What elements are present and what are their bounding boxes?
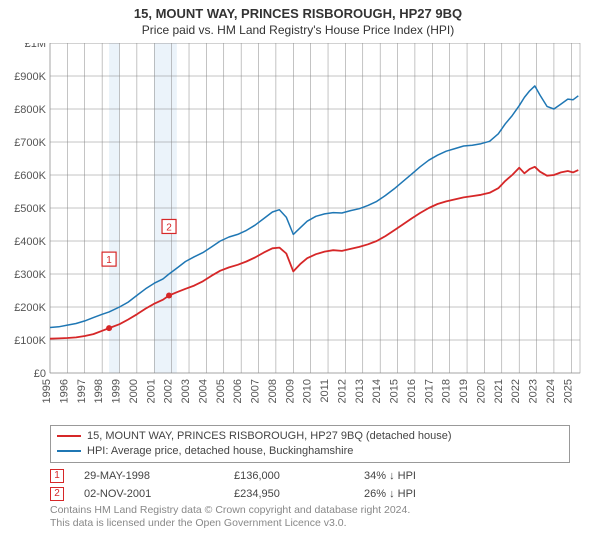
svg-text:1995: 1995 (41, 379, 53, 403)
svg-text:2000: 2000 (128, 379, 140, 403)
tx-hpi: 26% ↓ HPI (364, 488, 484, 500)
svg-text:£1M: £1M (25, 43, 46, 50)
tx-price: £136,000 (234, 470, 344, 482)
chart-title-block: 15, MOUNT WAY, PRINCES RISBOROUGH, HP27 … (4, 6, 592, 37)
svg-text:2025: 2025 (562, 379, 574, 403)
svg-text:2010: 2010 (302, 379, 314, 403)
legend: 15, MOUNT WAY, PRINCES RISBOROUGH, HP27 … (50, 425, 570, 463)
svg-text:2009: 2009 (284, 379, 296, 403)
svg-text:£400K: £400K (14, 236, 46, 248)
svg-text:2008: 2008 (267, 379, 279, 403)
svg-text:£0: £0 (34, 368, 46, 380)
svg-text:£700K: £700K (14, 137, 46, 149)
legend-swatch-price (57, 435, 81, 437)
svg-text:2024: 2024 (545, 379, 557, 403)
line-chart: £0 £100K £200K £300K £400K £500K £600K £700K £80… (4, 43, 592, 421)
tx-date: 02-NOV-2001 (84, 488, 214, 500)
svg-text:2003: 2003 (180, 379, 192, 403)
svg-text:2020: 2020 (475, 379, 487, 403)
svg-text:£900K: £900K (14, 71, 46, 83)
svg-text:2001: 2001 (145, 379, 157, 403)
svg-text:2014: 2014 (371, 379, 383, 403)
svg-text:2011: 2011 (319, 379, 331, 403)
svg-text:£600K: £600K (14, 170, 46, 182)
svg-text:2018: 2018 (441, 379, 453, 403)
svg-text:1: 1 (106, 255, 112, 266)
table-row: 1 29-MAY-1998 £136,000 34% ↓ HPI (50, 467, 570, 485)
legend-row: HPI: Average price, detached house, Buck… (57, 444, 563, 459)
footer-line2: This data is licensed under the Open Gov… (50, 517, 570, 530)
svg-text:2017: 2017 (423, 379, 435, 403)
footer-line1: Contains HM Land Registry data © Crown c… (50, 504, 570, 517)
transactions-table: 1 29-MAY-1998 £136,000 34% ↓ HPI 2 02-NO… (50, 467, 570, 503)
svg-text:2015: 2015 (389, 379, 401, 403)
marker-icon: 2 (50, 487, 64, 501)
svg-text:1996: 1996 (58, 379, 70, 403)
svg-text:2004: 2004 (197, 379, 209, 403)
svg-text:2021: 2021 (493, 379, 505, 403)
svg-text:2005: 2005 (215, 379, 227, 403)
svg-text:1999: 1999 (111, 379, 123, 403)
legend-swatch-hpi (57, 450, 81, 452)
marker-icon: 1 (50, 469, 64, 483)
svg-text:2007: 2007 (250, 379, 262, 403)
chart-title-line1: 15, MOUNT WAY, PRINCES RISBOROUGH, HP27 … (4, 6, 592, 21)
svg-text:£200K: £200K (14, 302, 46, 314)
chart-title-line2: Price paid vs. HM Land Registry's House … (4, 23, 592, 37)
legend-label-hpi: HPI: Average price, detached house, Buck… (87, 444, 353, 459)
tx-price: £234,950 (234, 488, 344, 500)
svg-text:2002: 2002 (163, 379, 175, 403)
svg-text:2006: 2006 (232, 379, 244, 403)
svg-text:1997: 1997 (76, 379, 88, 403)
svg-text:2023: 2023 (528, 379, 540, 403)
legend-row: 15, MOUNT WAY, PRINCES RISBOROUGH, HP27 … (57, 429, 563, 444)
svg-text:1998: 1998 (93, 379, 105, 403)
chart-area: £0 £100K £200K £300K £400K £500K £600K £700K £80… (4, 43, 592, 421)
svg-text:£100K: £100K (14, 335, 46, 347)
legend-label-price: 15, MOUNT WAY, PRINCES RISBOROUGH, HP27 … (87, 429, 452, 444)
svg-text:2019: 2019 (458, 379, 470, 403)
svg-text:2022: 2022 (510, 379, 522, 403)
svg-text:2013: 2013 (354, 379, 366, 403)
svg-text:£300K: £300K (14, 269, 46, 281)
tx-hpi: 34% ↓ HPI (364, 470, 484, 482)
svg-text:£500K: £500K (14, 203, 46, 215)
svg-text:2012: 2012 (336, 379, 348, 403)
tx-date: 29-MAY-1998 (84, 470, 214, 482)
svg-text:£800K: £800K (14, 104, 46, 116)
svg-text:2: 2 (166, 222, 172, 233)
footer-attribution: Contains HM Land Registry data © Crown c… (50, 504, 570, 530)
table-row: 2 02-NOV-2001 £234,950 26% ↓ HPI (50, 485, 570, 503)
svg-text:2016: 2016 (406, 379, 418, 403)
